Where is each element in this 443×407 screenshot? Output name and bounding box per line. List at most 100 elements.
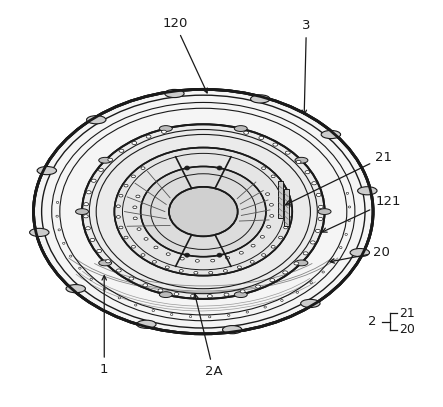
Ellipse shape	[209, 316, 211, 318]
Ellipse shape	[301, 300, 320, 308]
Ellipse shape	[119, 149, 124, 152]
Ellipse shape	[141, 254, 145, 256]
Ellipse shape	[174, 293, 179, 295]
Ellipse shape	[169, 187, 237, 236]
Ellipse shape	[146, 135, 151, 138]
Ellipse shape	[185, 253, 190, 257]
Ellipse shape	[136, 195, 140, 198]
Ellipse shape	[295, 158, 308, 163]
Ellipse shape	[264, 306, 266, 308]
Ellipse shape	[319, 205, 323, 208]
Text: 21: 21	[286, 151, 392, 205]
Ellipse shape	[58, 229, 60, 231]
Ellipse shape	[105, 260, 110, 263]
Ellipse shape	[281, 300, 283, 302]
Ellipse shape	[260, 236, 264, 238]
Text: 2: 2	[368, 315, 376, 328]
Ellipse shape	[143, 284, 148, 287]
Ellipse shape	[179, 269, 183, 272]
Ellipse shape	[99, 260, 112, 266]
Ellipse shape	[132, 141, 137, 144]
Text: 20: 20	[330, 245, 390, 263]
Ellipse shape	[194, 271, 198, 274]
Ellipse shape	[340, 247, 342, 249]
Ellipse shape	[79, 267, 81, 269]
Ellipse shape	[141, 167, 145, 169]
Ellipse shape	[237, 266, 241, 269]
Ellipse shape	[310, 282, 312, 284]
Ellipse shape	[207, 295, 212, 298]
Ellipse shape	[56, 201, 59, 204]
Ellipse shape	[223, 269, 227, 272]
Ellipse shape	[285, 151, 290, 154]
Ellipse shape	[358, 187, 377, 195]
Ellipse shape	[316, 193, 321, 197]
Ellipse shape	[56, 215, 58, 217]
Ellipse shape	[296, 291, 299, 293]
Ellipse shape	[265, 193, 270, 195]
Ellipse shape	[234, 292, 247, 298]
Ellipse shape	[312, 182, 317, 185]
Ellipse shape	[318, 217, 323, 221]
Ellipse shape	[284, 226, 288, 229]
Ellipse shape	[269, 204, 273, 206]
Ellipse shape	[271, 245, 275, 248]
Ellipse shape	[119, 226, 123, 229]
Ellipse shape	[159, 126, 172, 131]
Ellipse shape	[256, 285, 260, 288]
Ellipse shape	[154, 246, 158, 249]
Ellipse shape	[250, 260, 254, 263]
Ellipse shape	[62, 242, 65, 244]
Ellipse shape	[166, 253, 170, 256]
Ellipse shape	[132, 245, 136, 248]
Ellipse shape	[322, 271, 324, 273]
Ellipse shape	[34, 90, 373, 334]
Ellipse shape	[165, 266, 169, 269]
Ellipse shape	[246, 311, 249, 313]
Ellipse shape	[30, 228, 49, 236]
Ellipse shape	[98, 168, 103, 171]
Ellipse shape	[85, 227, 90, 230]
Ellipse shape	[165, 90, 184, 98]
Ellipse shape	[66, 284, 85, 293]
Ellipse shape	[97, 249, 101, 253]
Ellipse shape	[270, 279, 275, 282]
Ellipse shape	[286, 205, 290, 208]
Ellipse shape	[283, 271, 288, 274]
Ellipse shape	[228, 314, 230, 316]
Ellipse shape	[90, 278, 93, 280]
Ellipse shape	[86, 191, 91, 194]
Ellipse shape	[180, 257, 184, 260]
Ellipse shape	[350, 249, 369, 257]
Ellipse shape	[273, 143, 278, 146]
Ellipse shape	[108, 158, 113, 161]
Ellipse shape	[225, 256, 229, 259]
Ellipse shape	[190, 294, 195, 298]
Ellipse shape	[195, 260, 199, 262]
Ellipse shape	[152, 260, 156, 263]
Ellipse shape	[185, 166, 190, 170]
Ellipse shape	[37, 166, 57, 175]
Ellipse shape	[286, 216, 290, 218]
Ellipse shape	[103, 288, 106, 290]
Ellipse shape	[284, 195, 288, 197]
Ellipse shape	[76, 209, 89, 214]
Ellipse shape	[189, 315, 192, 317]
Text: 2A: 2A	[194, 294, 222, 378]
Ellipse shape	[222, 326, 242, 334]
Ellipse shape	[348, 206, 351, 208]
Ellipse shape	[124, 236, 128, 239]
Ellipse shape	[267, 225, 271, 228]
Ellipse shape	[84, 203, 89, 206]
Ellipse shape	[315, 229, 320, 232]
Ellipse shape	[305, 171, 310, 174]
Ellipse shape	[321, 130, 341, 138]
Ellipse shape	[239, 252, 243, 254]
Ellipse shape	[70, 255, 72, 257]
Ellipse shape	[99, 158, 112, 163]
Ellipse shape	[270, 214, 274, 217]
Ellipse shape	[82, 124, 325, 299]
Ellipse shape	[259, 136, 264, 140]
Ellipse shape	[279, 184, 283, 187]
Text: 3: 3	[302, 19, 311, 114]
